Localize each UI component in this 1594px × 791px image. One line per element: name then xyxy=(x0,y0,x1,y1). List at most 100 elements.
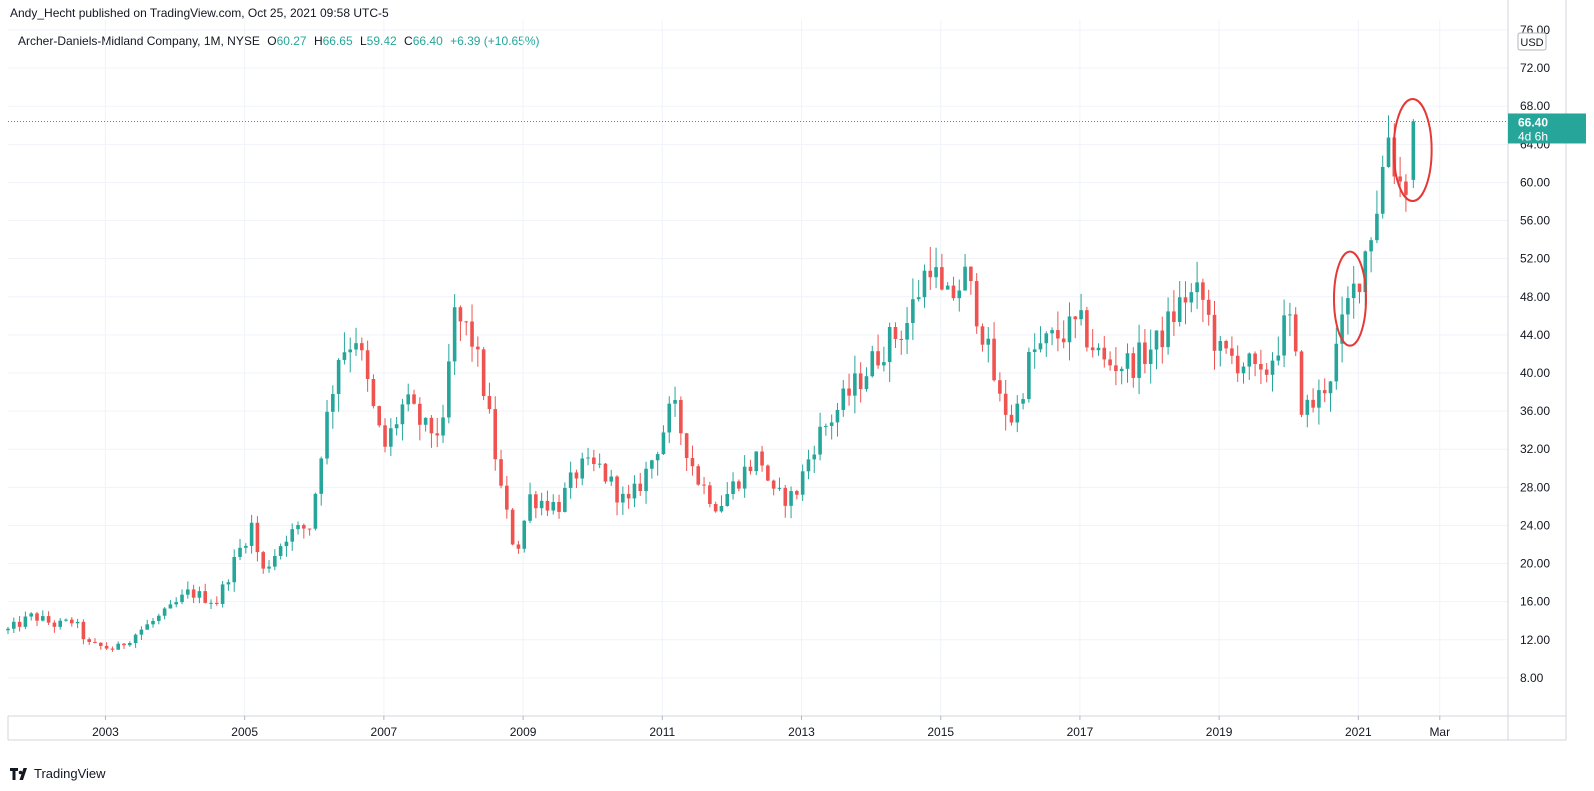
candle-body xyxy=(1218,341,1223,351)
candle-body xyxy=(1351,283,1356,299)
candle-body xyxy=(586,457,590,459)
candle-body xyxy=(719,505,724,512)
candle xyxy=(934,247,938,289)
candle-body xyxy=(429,417,434,434)
candle-body xyxy=(1119,368,1124,372)
candle xyxy=(528,482,532,524)
candle xyxy=(882,346,886,372)
candle-body xyxy=(725,494,730,506)
candle xyxy=(23,611,28,630)
time-tick-label: 2017 xyxy=(1067,725,1094,739)
candle xyxy=(1247,352,1252,380)
candle xyxy=(110,646,115,652)
candle-body xyxy=(748,466,753,472)
candle xyxy=(1230,336,1234,365)
candle xyxy=(876,334,880,369)
candle-body xyxy=(464,321,469,323)
candle xyxy=(1224,339,1228,354)
candle-body xyxy=(1177,297,1182,322)
candle xyxy=(597,453,602,469)
price-tick-label: 28.00 xyxy=(1520,480,1550,494)
price-tick-label: 12.00 xyxy=(1520,633,1550,647)
candle xyxy=(226,579,231,591)
candle xyxy=(1027,347,1031,403)
candle-body xyxy=(232,556,237,583)
candle xyxy=(1032,333,1037,369)
price-tick-label: 36.00 xyxy=(1520,404,1550,418)
candle-body xyxy=(1328,381,1333,394)
candle xyxy=(1003,380,1008,431)
high-value: 66.65 xyxy=(322,34,353,48)
candle xyxy=(493,396,498,471)
candle xyxy=(563,482,567,513)
candle xyxy=(331,385,335,429)
candle-body xyxy=(899,338,904,340)
candle xyxy=(661,425,666,455)
candle xyxy=(1212,300,1217,370)
candle-body xyxy=(876,351,880,366)
candle-body xyxy=(87,639,92,642)
candle-body xyxy=(870,351,875,377)
candle-body xyxy=(1357,283,1362,293)
candle-body xyxy=(742,466,747,489)
candle-body xyxy=(974,281,979,327)
time-tick-label: 2009 xyxy=(510,725,537,739)
candle xyxy=(499,449,503,489)
candle xyxy=(940,253,944,291)
candle xyxy=(1160,316,1165,364)
candle-body xyxy=(673,400,677,404)
candle-body xyxy=(151,620,155,625)
candle-body xyxy=(1411,121,1416,180)
close-label: C xyxy=(404,34,413,48)
candle xyxy=(46,611,51,626)
candle-body xyxy=(1235,355,1240,374)
candle-body xyxy=(998,380,1002,394)
candle xyxy=(1073,316,1078,339)
candle xyxy=(267,560,271,573)
candle xyxy=(1038,326,1043,353)
candle xyxy=(887,322,892,382)
candle-body xyxy=(226,582,231,585)
ohlc-legend: Archer-Daniels-Midland Company, 1M, NYSE… xyxy=(18,34,540,48)
candle xyxy=(261,550,266,574)
candle-body xyxy=(133,634,138,643)
candle xyxy=(945,282,950,290)
candle-body xyxy=(267,566,271,569)
tradingview-brand[interactable]: TradingView xyxy=(10,766,106,781)
candle xyxy=(249,514,254,554)
candle xyxy=(870,345,875,378)
candle-body xyxy=(162,608,167,616)
candle-body xyxy=(771,480,776,489)
candle xyxy=(70,617,74,627)
candle-body xyxy=(360,343,364,351)
candle xyxy=(435,417,440,448)
candle xyxy=(1340,296,1344,363)
candle xyxy=(128,641,132,647)
candle-body xyxy=(887,327,892,363)
candle-body xyxy=(493,409,498,460)
close-value: 66.40 xyxy=(412,34,443,48)
candle xyxy=(197,586,202,604)
candle-body xyxy=(557,502,561,512)
candle xyxy=(371,374,376,409)
candle xyxy=(1056,311,1060,352)
candle xyxy=(145,619,150,630)
candle xyxy=(64,618,68,622)
candle xyxy=(922,264,927,308)
candle-body xyxy=(354,343,358,350)
candle xyxy=(928,246,933,290)
candle xyxy=(684,432,689,471)
candle xyxy=(800,464,805,502)
candle xyxy=(342,332,347,365)
candle-body xyxy=(1334,343,1339,382)
candle-body xyxy=(17,621,22,627)
candle xyxy=(302,523,306,539)
candle-body xyxy=(348,349,353,353)
candle xyxy=(325,399,329,465)
candle xyxy=(209,599,213,610)
candle xyxy=(1044,331,1049,357)
candle xyxy=(783,484,788,518)
candle-body xyxy=(371,379,376,407)
candle-body xyxy=(1288,314,1292,316)
